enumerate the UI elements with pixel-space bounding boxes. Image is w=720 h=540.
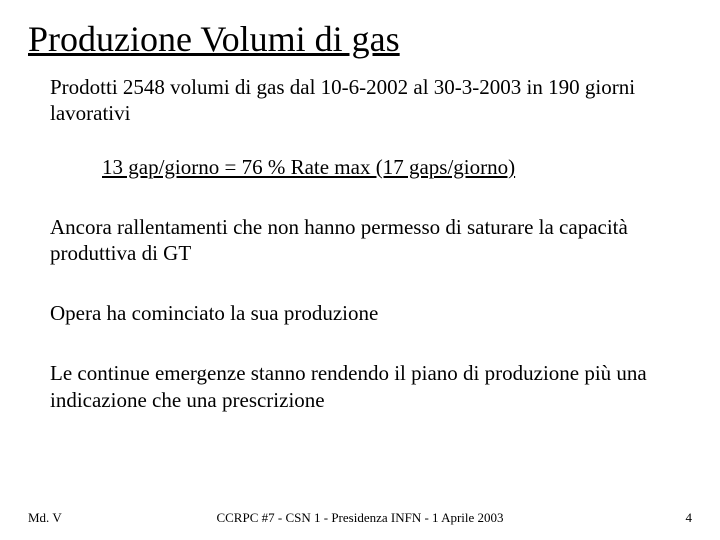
paragraph-opera: Opera ha cominciato la sua produzione <box>50 300 670 326</box>
footer-meeting: CCRPC #7 - CSN 1 - Presidenza INFN - 1 A… <box>216 510 503 526</box>
footer: Md. V CCRPC #7 - CSN 1 - Presidenza INFN… <box>0 510 720 526</box>
rate-line: 13 gap/giorno = 76 % Rate max (17 gaps/g… <box>102 155 692 180</box>
paragraph-slowdowns: Ancora rallentamenti che non hanno perme… <box>50 214 670 267</box>
footer-page-number: 4 <box>686 510 693 526</box>
paragraph-emergencies: Le continue emergenze stanno rendendo il… <box>50 360 670 413</box>
footer-author: Md. V <box>28 510 62 526</box>
slide-title: Produzione Volumi di gas <box>28 18 692 60</box>
paragraph-production: Prodotti 2548 volumi di gas dal 10-6-200… <box>50 74 670 127</box>
slide: Produzione Volumi di gas Prodotti 2548 v… <box>0 0 720 540</box>
